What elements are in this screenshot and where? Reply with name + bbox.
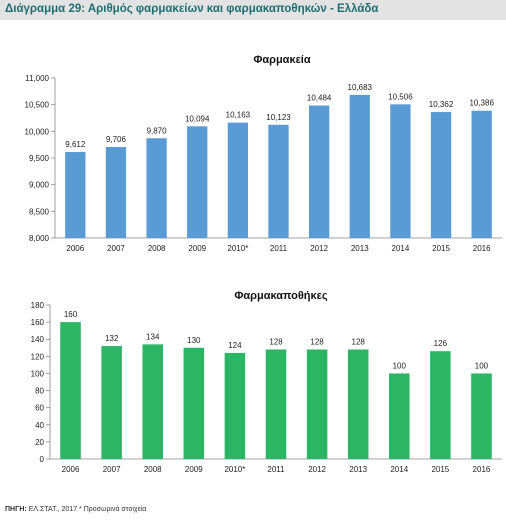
y-tick-label: 140 (31, 335, 45, 344)
chart-drug-wholesalers: Φαρμακαποθήκες 0 20 40 60 80 100 120 140 160 180 16… (31, 290, 502, 474)
x-tick-label: 2010* (227, 244, 248, 253)
bar (101, 346, 122, 459)
x-tick-label: 2014 (392, 244, 410, 253)
bar (146, 138, 167, 238)
x-tick-label: 2009 (185, 465, 203, 474)
x-tick-label: 2007 (103, 465, 121, 474)
y-tick-label: 8,500 (29, 207, 50, 216)
bar (142, 344, 163, 459)
bar (105, 147, 127, 238)
data-label: 10,123 (266, 113, 291, 122)
bar (187, 126, 208, 238)
data-label: 100 (475, 361, 489, 370)
data-label: 10,683 (348, 83, 373, 92)
data-label: 160 (64, 310, 78, 319)
data-label: 9,706 (106, 135, 127, 144)
bar (430, 112, 452, 238)
bar (65, 152, 86, 238)
data-label: 128 (352, 337, 366, 346)
bar (183, 347, 205, 459)
x-tick-label: 2008 (144, 465, 162, 474)
bar (308, 105, 330, 239)
data-label: 10,163 (226, 111, 251, 120)
y-tick-label: 0 (40, 455, 45, 464)
source-text: ΕΛ.ΣΤΑΤ., 2017 * Προσωρινά στοιχεία (28, 506, 147, 513)
source-label: ΠΗΓΗ: (5, 506, 27, 513)
chart-title: Φαρμακαποθήκες (234, 290, 327, 302)
y-tick-label: 9,000 (29, 181, 50, 190)
data-label: 10,094 (185, 114, 210, 123)
data-label: 100 (393, 361, 407, 370)
data-label: 9,612 (65, 140, 86, 149)
bar (268, 124, 289, 238)
chart-title: Φαρμακεία (253, 54, 310, 66)
x-tick-label: 2013 (349, 465, 367, 474)
data-label: 130 (187, 336, 201, 345)
x-tick-label: 2011 (270, 244, 288, 253)
bar (60, 322, 81, 459)
y-tick-label: 10,000 (25, 127, 50, 136)
data-label: 10,484 (307, 94, 332, 103)
bar (265, 349, 287, 459)
x-tick-label: 2013 (351, 244, 369, 253)
bar (227, 122, 249, 238)
chart-pharmacies: Φαρμακεία 8,000 8,500 9,000 9,500 10,000 10,50… (25, 54, 502, 253)
x-tick-label: 2006 (66, 244, 84, 253)
x-tick-label: 2008 (148, 244, 166, 253)
y-tick-label: 20 (35, 438, 44, 447)
y-tick-label: 160 (31, 318, 45, 327)
data-label: 10,362 (429, 100, 454, 109)
x-tick-label: 2010* (224, 465, 245, 474)
bar (389, 373, 410, 459)
y-tick-label: 60 (35, 404, 44, 413)
bar (306, 349, 328, 459)
x-tick-label: 2012 (310, 244, 328, 253)
x-tick-label: 2006 (62, 465, 80, 474)
x-tick-label: 2016 (473, 465, 491, 474)
bar (390, 104, 411, 238)
source-note: ΠΗΓΗ: ΕΛ.ΣΤΑΤ., 2017 * Προσωρινά στοιχεί… (5, 506, 146, 513)
data-label: 128 (310, 337, 324, 346)
bar (224, 352, 246, 459)
bar (430, 351, 451, 459)
y-tick-label: 100 (31, 369, 45, 378)
y-tick-label: 11,000 (25, 74, 49, 83)
data-label: 132 (105, 334, 119, 343)
figure-header: Διάγραμμα 29: Αριθμός φαρμακείων και φαρ… (0, 0, 506, 20)
x-tick-label: 2015 (431, 465, 449, 474)
bar (349, 94, 370, 238)
x-tick-label: 2011 (267, 465, 285, 474)
data-label: 126 (434, 339, 448, 348)
y-tick-label: 120 (31, 352, 45, 361)
data-label: 10,386 (469, 99, 494, 108)
x-tick-label: 2012 (308, 465, 326, 474)
bar (471, 110, 492, 238)
y-tick-label: 8,000 (29, 234, 50, 243)
x-tick-label: 2016 (473, 244, 491, 253)
bar (471, 373, 492, 459)
bar (347, 349, 369, 459)
x-tick-label: 2009 (188, 244, 206, 253)
data-label: 10,506 (388, 92, 413, 101)
x-tick-label: 2007 (107, 244, 125, 253)
data-label: 134 (146, 332, 160, 341)
y-tick-label: 40 (35, 421, 44, 430)
data-label: 9,870 (147, 126, 168, 135)
data-label: 124 (228, 341, 242, 350)
y-tick-label: 180 (31, 301, 45, 310)
y-tick-label: 80 (35, 387, 44, 396)
figure-title: Διάγραμμα 29: Αριθμός φαρμακείων και φαρ… (5, 3, 379, 15)
x-tick-label: 2015 (432, 244, 450, 253)
y-tick-label: 10,500 (25, 101, 50, 110)
y-tick-label: 9,500 (29, 154, 50, 163)
x-tick-label: 2014 (390, 465, 408, 474)
data-label: 128 (269, 337, 283, 346)
